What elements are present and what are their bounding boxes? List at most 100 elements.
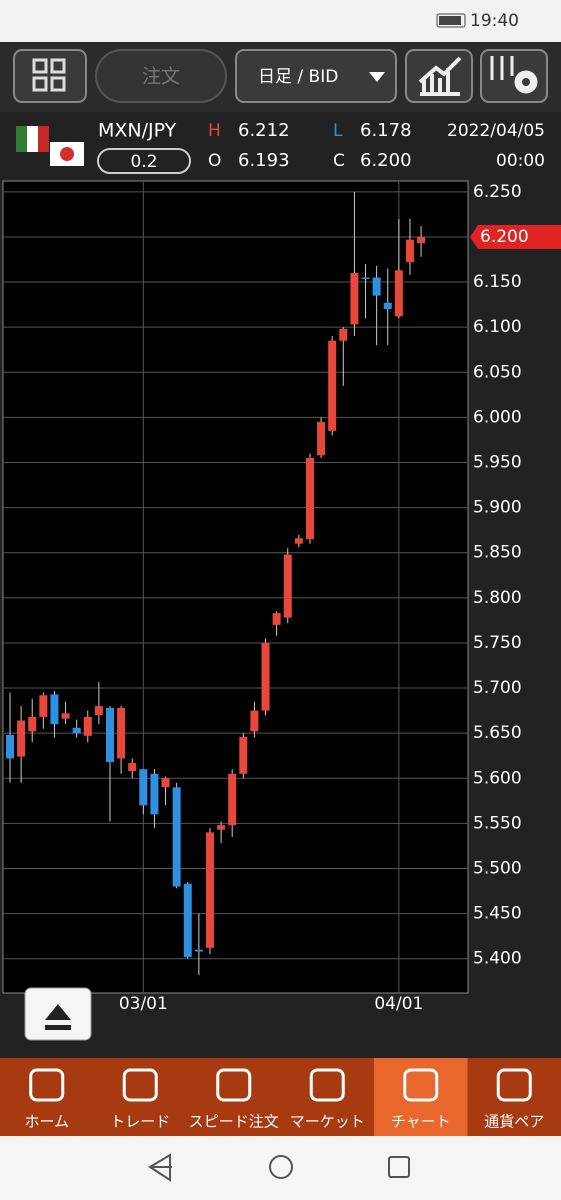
last-price-label: 6.200 <box>480 227 529 247</box>
candle-body <box>272 613 281 625</box>
nav-icon <box>403 1068 439 1102</box>
pair-name: MXN/JPY <box>98 120 177 142</box>
candle-body <box>239 736 248 774</box>
candle-body <box>28 716 37 732</box>
candle-body <box>161 778 170 788</box>
mexico-flag <box>16 126 49 152</box>
candle-body <box>39 695 48 717</box>
y-tick-label: 5.600 <box>473 768 522 788</box>
y-tick-label: 5.550 <box>473 813 522 833</box>
y-tick-label: 5.750 <box>473 633 522 653</box>
x-tick-label: 04/01 <box>374 994 423 1014</box>
nav-icon <box>216 1068 252 1102</box>
candle-body <box>205 832 214 948</box>
battery-level <box>439 16 461 25</box>
candle-body <box>405 239 414 263</box>
nav-icon <box>122 1068 158 1102</box>
y-tick-label: 6.000 <box>473 407 522 427</box>
candle-body <box>417 236 426 244</box>
quote-header <box>0 112 561 178</box>
y-tick-label: 6.250 <box>473 182 522 202</box>
nav-label[interactable]: 通貨ペア <box>484 1113 544 1131</box>
high-value: 6.212 <box>238 120 290 141</box>
indicator-icon <box>418 56 462 96</box>
status-time: 19:40 <box>470 11 519 31</box>
candle-body <box>72 727 81 734</box>
x-tick-label: 03/01 <box>119 994 168 1014</box>
battery-icon <box>436 13 466 28</box>
nav-label[interactable]: マーケット <box>290 1113 365 1131</box>
collapse-icon <box>45 1004 71 1030</box>
nav-icon <box>496 1068 532 1102</box>
candle-body <box>350 273 359 325</box>
y-tick-label: 5.700 <box>473 678 522 698</box>
timeframe-select[interactable] <box>235 49 397 103</box>
candle-body <box>339 328 348 341</box>
y-tick-label: 6.050 <box>473 362 522 382</box>
open-label: O <box>208 151 221 171</box>
settings-icon <box>490 56 538 94</box>
y-tick-label: 5.850 <box>473 543 522 563</box>
candle-body <box>372 277 381 296</box>
spread: 0.2 <box>130 152 157 172</box>
last-price-tag <box>470 224 561 249</box>
y-tick-label: 5.900 <box>473 498 522 518</box>
candle-body <box>305 457 314 540</box>
y-tick-label: 5.450 <box>473 904 522 924</box>
timeframe-label: 日足 / BID <box>258 67 338 87</box>
candle-body <box>94 706 103 716</box>
candle-body <box>139 769 148 806</box>
close-label: C <box>333 151 345 171</box>
system-nav <box>0 1136 561 1200</box>
candle-body <box>261 642 270 711</box>
candle-body <box>361 277 370 280</box>
plot-area <box>2 180 469 994</box>
order-button-label: 注文 <box>142 66 180 88</box>
y-tick-label: 6.150 <box>473 272 522 292</box>
candle-body <box>83 716 92 736</box>
nav-label[interactable]: ホーム <box>24 1113 69 1131</box>
candle-body <box>128 762 137 772</box>
candle-body <box>50 694 59 725</box>
order-button[interactable] <box>95 49 227 103</box>
candle-body <box>105 707 114 763</box>
nav-label[interactable]: チャート <box>391 1113 451 1131</box>
quote-date: 2022/04/05 <box>447 121 545 141</box>
quote-time: 00:00 <box>496 151 545 171</box>
candle-body <box>317 421 326 456</box>
candle-body <box>172 787 181 887</box>
candle-body <box>6 734 14 759</box>
candle-body <box>394 270 403 317</box>
spread-box <box>97 148 191 174</box>
candle-body <box>328 340 337 431</box>
y-tick-label: 5.500 <box>473 858 522 878</box>
candle-body <box>383 302 392 310</box>
recents-button[interactable] <box>388 1156 410 1178</box>
nav-label[interactable]: スピード注文 <box>189 1113 279 1131</box>
candle-body <box>61 713 70 719</box>
menu-button[interactable] <box>13 49 87 103</box>
candle-body <box>194 949 203 952</box>
back-button[interactable] <box>148 1153 172 1182</box>
candle-body <box>150 773 159 815</box>
y-tick-label: 5.950 <box>473 452 522 472</box>
menu-icon <box>32 58 66 92</box>
dropdown-arrow <box>369 72 385 82</box>
y-tick-label: 5.400 <box>473 949 522 969</box>
open-value: 6.193 <box>238 150 290 171</box>
candle-body <box>283 554 292 618</box>
high-label: H <box>208 121 221 141</box>
candle-body <box>228 773 237 826</box>
nav-icon <box>29 1068 65 1102</box>
y-tick-label: 6.100 <box>473 317 522 337</box>
nav-icon <box>309 1068 345 1102</box>
status-bar <box>0 0 561 42</box>
nav-items: ホーム トレード スピード注文 マーケット チャート 通貨ペア <box>24 1058 544 1136</box>
low-value: 6.178 <box>360 120 412 141</box>
home-button[interactable] <box>269 1155 293 1179</box>
low-label: L <box>333 121 343 141</box>
candle-body <box>250 710 259 732</box>
nav-label[interactable]: トレード <box>110 1113 170 1131</box>
